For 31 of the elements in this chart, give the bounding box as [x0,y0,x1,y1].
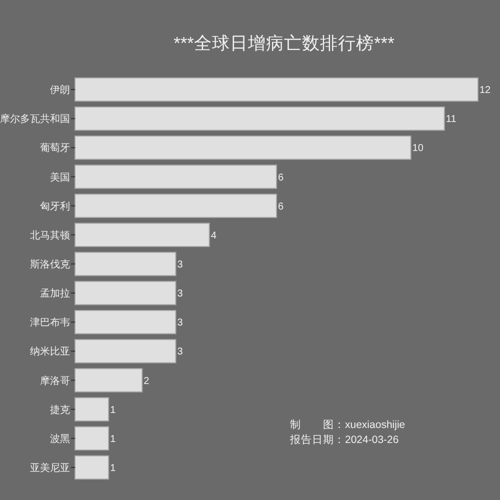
category-label: 美国 [50,172,70,184]
data-label: 3 [177,318,183,329]
annotation: 报告日期：2024-03-26 [290,434,399,446]
category-label: 亚美尼亚 [30,462,70,474]
category-label: 捷克 [50,404,70,416]
title: ***全球日增病亡数排行榜*** [174,33,394,53]
annotation: 制 图：xuexiaoshijie [290,419,406,431]
data-label: 6 [278,201,284,212]
category-label: 纳米比亚 [30,346,70,358]
data-label: 1 [110,462,116,474]
category-label: 津巴布韦 [30,318,70,329]
category-label: 北马其顿 [30,230,70,242]
data-label: 3 [177,346,183,358]
category-label: 匈牙利 [40,201,70,212]
data-label: 11 [446,114,456,126]
category-label: 葡萄牙 [40,143,70,154]
category-label: 摩尔多瓦共和国 [0,114,70,126]
data-label: 6 [278,172,284,184]
category-label: 孟加拉 [40,288,70,300]
data-label: 4 [210,230,216,242]
category-label: 伊朗 [50,85,70,96]
data-label: 1 [110,404,116,416]
category-label: 波黑 [50,434,70,445]
data-label: 1 [110,434,116,445]
category-label: 摩洛哥 [40,376,70,387]
data-label: 3 [177,259,183,270]
data-label: 10 [412,143,424,154]
category-label: 斯洛伐克 [30,259,70,270]
data-label: 2 [144,376,150,387]
data-label: 3 [177,288,183,300]
data-label: 12 [480,85,491,96]
